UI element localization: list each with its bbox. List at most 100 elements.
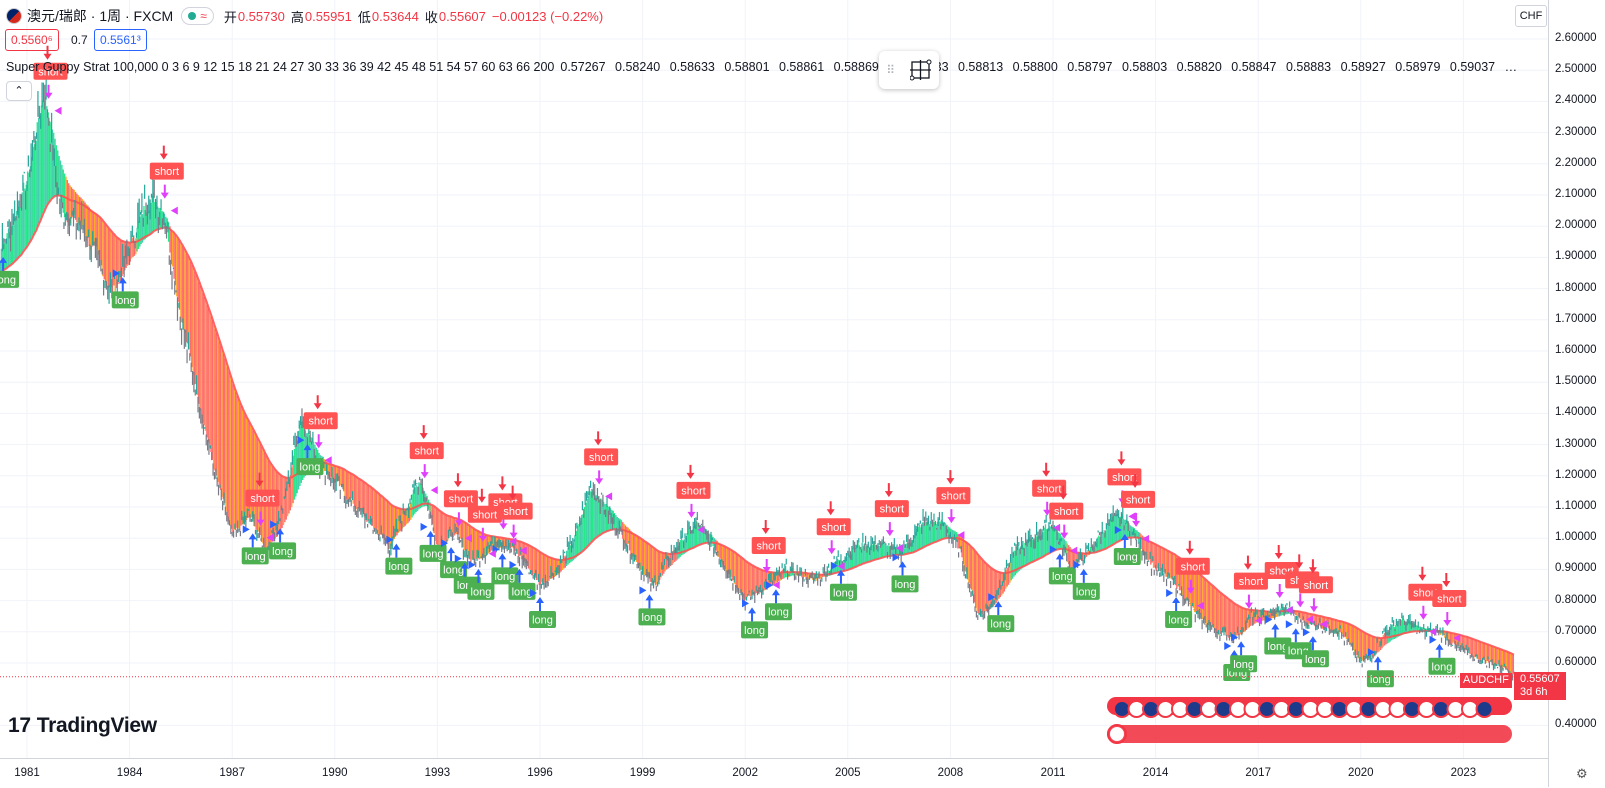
guppy-band-segment — [257, 439, 258, 532]
collapse-legend-button[interactable]: ⌃ — [6, 81, 32, 101]
guppy-band-segment — [595, 495, 596, 538]
guppy-band-segment — [344, 470, 345, 497]
guppy-band-segment — [190, 262, 191, 357]
guppy-band-segment — [1223, 595, 1224, 631]
guppy-band-segment — [1209, 584, 1210, 626]
price-chart[interactable]: longlonglonglonglonglonglonglonglonglong… — [0, 0, 1548, 758]
guppy-band-segment — [86, 204, 87, 240]
guppy-band-segment — [634, 534, 635, 557]
guppy-band-segment — [254, 433, 255, 526]
long-arrow-icon — [498, 553, 506, 567]
long-arrow-icon — [1172, 597, 1180, 611]
events-start-icon — [1110, 727, 1124, 741]
price-tick-label: 2.00000 — [1555, 219, 1597, 231]
price-tick-label: 1.60000 — [1555, 344, 1597, 356]
guppy-band-segment — [930, 521, 931, 544]
short-arrow-icon — [1042, 463, 1050, 477]
guppy-band-segment — [518, 541, 519, 557]
guppy-band-segment — [1006, 568, 1007, 587]
guppy-band-segment — [346, 471, 347, 499]
time-tick-label: 1990 — [322, 767, 348, 779]
guppy-band-segment — [376, 492, 377, 530]
guppy-band-segment — [1361, 631, 1362, 661]
exit-arrow-icon — [1419, 606, 1427, 620]
guppy-band-segment — [39, 116, 40, 220]
short-exit-marker-icon — [1128, 512, 1135, 520]
long-signal-label: long — [272, 546, 293, 558]
long-arrow-icon — [447, 547, 455, 561]
short-arrow-icon — [420, 425, 428, 439]
guppy-band-segment — [245, 415, 246, 522]
guppy-band-segment — [965, 542, 966, 572]
guppy-band-segment — [34, 144, 35, 232]
settings-gear-icon[interactable]: ⚙ — [1576, 766, 1592, 782]
long-arrow-icon — [1080, 569, 1088, 583]
short-signal-label: short — [473, 509, 497, 521]
guppy-band-segment — [1402, 618, 1403, 635]
guppy-band-segment — [175, 235, 176, 285]
guppy-band-segment — [567, 547, 568, 564]
long-signal-label: long — [0, 274, 16, 286]
guppy-band-segment — [1199, 575, 1200, 614]
guppy-band-segment — [223, 354, 224, 499]
short-arrow-icon — [885, 483, 893, 497]
guppy-band-segment — [45, 97, 46, 208]
guppy-band-segment — [377, 493, 378, 535]
guppy-band-segment — [970, 546, 971, 588]
market-status-pill[interactable]: ≈ — [181, 7, 214, 25]
price-tick-label: 2.20000 — [1555, 157, 1597, 169]
drag-handle-icon[interactable]: ⠿ — [886, 63, 895, 77]
exit-arrow-icon — [1245, 595, 1253, 609]
guppy-band-segment — [195, 275, 196, 384]
short-arrow-icon — [1418, 567, 1426, 581]
price-tick-label: 1.20000 — [1555, 469, 1597, 481]
symbol-title[interactable]: 澳元/瑞郎 · 1周 · FXCM — [27, 6, 173, 26]
guppy-band-segment — [582, 514, 583, 550]
guppy-band-segment — [6, 233, 7, 267]
study-name[interactable]: Super Guppy Strat 100,000 0 3 6 9 12 15 … — [6, 60, 554, 74]
guppy-band-segment — [383, 498, 384, 538]
guppy-band-segment — [214, 329, 215, 471]
guppy-band-segment — [737, 555, 738, 590]
guppy-band-segment — [350, 474, 351, 501]
price-tick-label: 1.50000 — [1555, 375, 1597, 387]
tradingview-wordmark: TradingView — [37, 714, 157, 738]
tradingview-logo[interactable]: 17 TradingView — [8, 714, 157, 738]
short-signal-label: short — [880, 504, 904, 516]
guppy-band-segment — [1357, 629, 1358, 655]
guppy-band-segment — [1201, 576, 1202, 619]
long-signal-label: long — [1233, 659, 1254, 671]
long-signal-label: long — [1076, 586, 1097, 598]
guppy-band-segment — [1206, 581, 1207, 625]
guppy-bands — [0, 97, 1514, 677]
guppy-band-segment — [220, 346, 221, 490]
long-signal-label: long — [300, 462, 321, 474]
guppy-band-segment — [1354, 627, 1355, 652]
guppy-band-segment — [1195, 571, 1196, 612]
guppy-band-segment — [194, 271, 195, 384]
guppy-band-segment — [637, 537, 638, 565]
guppy-band-segment — [1227, 599, 1228, 636]
guppy-band-segment — [235, 392, 236, 530]
guppy-band-segment — [1489, 645, 1490, 661]
buy-button[interactable]: 0.5561³ — [94, 29, 147, 51]
short-arrow-icon — [946, 470, 954, 484]
currency-unit-button[interactable]: CHF — [1515, 5, 1547, 27]
guppy-band-segment — [439, 511, 440, 549]
crosshair-box-icon[interactable] — [910, 59, 932, 81]
sell-button[interactable]: 0.5560⁶ — [5, 29, 59, 51]
price-tick-label: 2.10000 — [1555, 188, 1597, 200]
guppy-band-segment — [221, 350, 222, 497]
guppy-band-segment — [136, 228, 137, 252]
guppy-band-segment — [919, 525, 920, 549]
long-signal-label: long — [512, 586, 533, 598]
study-legend[interactable]: Super Guppy Strat 100,000 0 3 6 9 12 15 … — [6, 60, 1517, 74]
chart-area[interactable]: longlonglonglonglonglonglonglonglonglong… — [0, 0, 1548, 758]
ohlc-open: 0.55730 — [238, 9, 285, 24]
floating-toolbar[interactable]: ⠿ — [879, 51, 939, 89]
long-signal-label: long — [443, 565, 464, 577]
guppy-band-segment — [20, 207, 21, 254]
guppy-band-segment — [591, 492, 592, 542]
